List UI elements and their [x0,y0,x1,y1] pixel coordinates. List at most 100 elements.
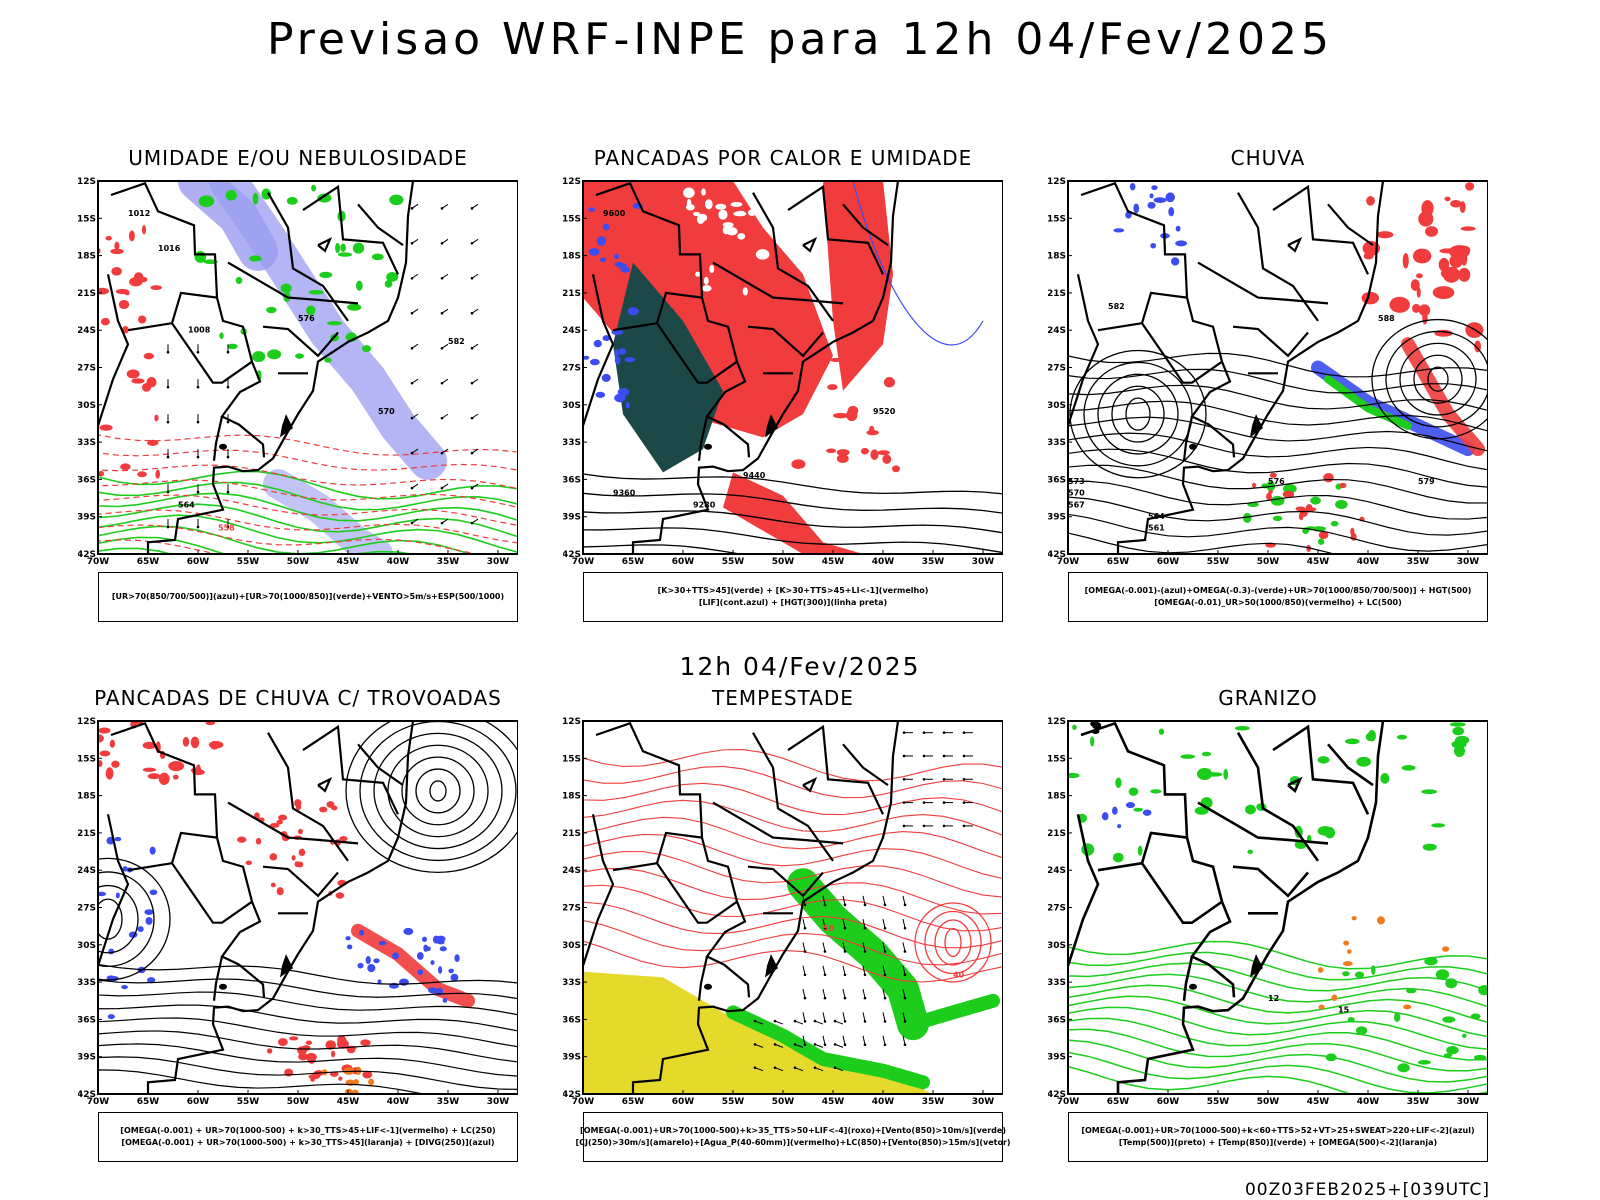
run-timestamp: 00Z03FEB2025+[039UTC] [1244,1180,1490,1200]
storm-red-south [362,1070,373,1079]
wind-vector-head [440,207,444,210]
wind850-vector-head [793,1043,797,1046]
thickness-dashed [98,448,518,471]
border-line [1097,322,1143,332]
lc850-red-streamline [583,816,1003,859]
lif-blue-contour [599,257,607,263]
wind850-vector [754,1020,764,1025]
rain-red [1411,303,1421,313]
contour-label: 582 [448,337,465,346]
streamline [1068,513,1488,552]
lat-label: 24S [78,326,96,336]
coastline [631,721,900,1094]
lagoon [280,414,293,438]
wind850-vector [902,1035,906,1045]
contour-label: 1008 [188,326,211,335]
wind850-vector-head [922,824,926,828]
border-line [700,837,739,902]
lat-label: 39S [1048,1053,1066,1063]
hgt500-contour [1125,397,1151,431]
lc850-red-streamline [583,884,1003,932]
border-line [1232,865,1309,898]
lon-label: 30W [972,557,995,567]
hgt300-contour [583,526,1003,554]
wind850-vector-head [883,1043,887,1047]
lagoon [765,954,778,978]
lat-label: 42S [78,550,96,560]
omega-blue [1113,228,1125,233]
omega-blue [1153,197,1167,204]
lat-label: 42S [563,1090,581,1100]
hail-blue [1117,824,1122,829]
divergence-blue [442,997,448,1003]
border-line [595,181,704,298]
wind-vector-head [410,416,414,420]
wind850-green-band [906,993,1000,1032]
border-line [752,732,834,862]
humidity-green-contour [286,196,298,205]
omega-blue [1149,193,1154,199]
humidity-green-contour [280,283,292,293]
wind-vector-head [470,346,474,350]
wind850-vector [842,988,846,999]
border-line [317,777,333,793]
wind850-vector [882,988,886,999]
humidity-green-contour [308,289,324,295]
thickness-dashed [98,509,518,544]
wind850-vector-head [823,973,827,977]
humidity-green-contour [235,276,243,284]
map-layers [98,721,518,1094]
rain-red [1439,248,1457,254]
rain-red [1465,322,1484,338]
temp850-green [1470,1013,1481,1020]
storm-red [326,801,335,808]
wind850-vector [822,919,826,929]
wind850-vector-head [942,824,946,828]
streamline [1068,384,1488,412]
wind850-vector-head [863,996,867,1000]
map-layers: 12 15 [1068,721,1488,1094]
rain-red [1457,245,1471,255]
wind850-vector-head [753,1043,757,1046]
rain-red [1366,196,1375,206]
storm-red-south [267,1048,273,1054]
border-line [697,956,709,1001]
temp850-green-contour [1068,1017,1488,1061]
lon-label: 40W [872,557,895,567]
wind850-vector [862,895,866,905]
wind850-vector-head [753,1019,757,1023]
thickness-red [115,288,130,295]
border-line [317,237,333,253]
clear-patch [709,264,715,274]
temp850-green [1342,971,1350,977]
lon-label: 60W [187,1097,210,1107]
wind850-vector [842,1035,846,1045]
lat-label: 15S [563,214,581,224]
hgt500-contour [1097,373,1179,455]
forecast-map: 9600 9520 9440 9360 9280 12S 15S 18S 21S 24S 27S 30… [563,177,1003,567]
wind850-vector-head [843,950,847,953]
wind850-vector-head [843,996,847,1000]
wind850-vector-head [823,996,827,1000]
clear-patch [686,198,692,209]
wind-vector-head [470,276,474,280]
temp850-green [1356,756,1371,767]
thickness-red [154,414,159,422]
omega-green [1243,512,1252,524]
lat-label: 18S [563,252,581,262]
lat-label: 42S [78,1090,96,1100]
thickness-red [100,317,110,326]
wind850-vector [822,1012,826,1022]
storm-red [142,741,157,750]
lc250-streamline [98,884,139,954]
legend-line: [UR>70(850/700/500)](azul)+[UR>70(1000/8… [111,592,505,601]
wind850-vector-head [942,754,946,758]
contour-label: 9360 [613,489,636,498]
temp850-green [1371,965,1376,975]
wind850-vector-head [823,1020,827,1023]
legend-line: [CJ(250)>30m/s](amarelo)+[Agua_P(40-60mm… [575,1138,1011,1147]
storm-red-south [298,1052,308,1061]
wind850-vector-head [903,1020,907,1023]
wind-vector-head [410,346,414,350]
omega-green [1330,520,1339,527]
